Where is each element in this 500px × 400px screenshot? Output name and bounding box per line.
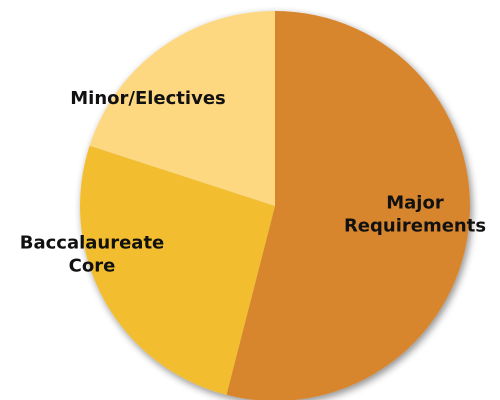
slice-label-line: Baccalaureate: [20, 233, 165, 254]
pie-labels: Major Requirements Baccalaureate Core Minor/…: [20, 88, 486, 277]
slice-label-2: Minor/Electives: [70, 88, 226, 109]
slice-label-line: Major: [386, 193, 444, 214]
slice-label-0: Major Requirements: [344, 193, 486, 237]
slice-label-line: Requirements: [344, 216, 486, 237]
slice-label-line: Minor/Electives: [70, 88, 226, 109]
pie-slice-2: [89, 11, 275, 206]
pie-slice-1: [79, 145, 275, 395]
slice-label-line: Core: [69, 256, 116, 277]
pie-slice-0: [226, 11, 470, 400]
pie-slices: [79, 11, 470, 400]
slice-label-1: Baccalaureate Core: [20, 233, 165, 277]
